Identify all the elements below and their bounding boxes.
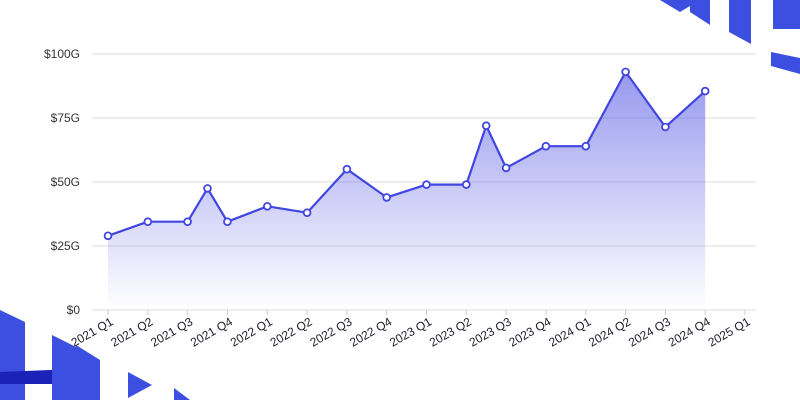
- data-point: [183, 217, 192, 227]
- data-point: [203, 184, 212, 193]
- y-tick-label: $25G: [51, 239, 80, 253]
- data-point: [541, 141, 551, 151]
- data-point: [223, 217, 232, 227]
- data-point: [700, 86, 710, 96]
- data-point: [621, 67, 630, 77]
- decor-shape: [76, 345, 100, 400]
- x-tick-label: 2023 Q1: [387, 314, 434, 349]
- data-point: [262, 202, 272, 211]
- data-point: [302, 208, 312, 218]
- data-point: [143, 217, 153, 227]
- decor-bottom-left: [0, 310, 190, 400]
- decor-shape: [174, 388, 190, 400]
- decor-shape: [771, 52, 800, 74]
- y-tick-label: $0: [67, 303, 81, 317]
- x-tick-label: 2022 Q1: [228, 314, 275, 349]
- x-tick-label: 2023 Q3: [467, 314, 514, 349]
- data-point: [581, 141, 591, 151]
- x-tick-label: 2025 Q1: [706, 314, 753, 349]
- x-tick-label: 2021 Q3: [148, 314, 195, 349]
- x-tick-label: 2023 Q4: [507, 314, 554, 349]
- y-tick-label: $50G: [51, 175, 80, 189]
- x-tick-label: 2022 Q4: [347, 314, 394, 349]
- x-tick-label: 2021 Q2: [108, 314, 155, 349]
- y-tick-label: $100G: [44, 47, 80, 61]
- series-area: [108, 71, 706, 311]
- decor-shape: [773, 0, 800, 29]
- x-tick-label: 2021 Q1: [69, 314, 116, 349]
- data-point: [481, 121, 491, 130]
- decor-shape: [690, 0, 710, 25]
- decor-shape: [729, 0, 751, 44]
- x-tick-label: 2022 Q2: [268, 314, 315, 349]
- data-point: [342, 164, 352, 174]
- data-point: [382, 193, 392, 202]
- x-tick-label: 2024 Q2: [586, 314, 633, 349]
- y-tick-label: $75G: [51, 111, 80, 125]
- x-tick-label: 2022 Q3: [307, 314, 354, 349]
- x-tick-label: 2024 Q1: [546, 314, 593, 349]
- decor-shape: [128, 372, 152, 398]
- data-point: [501, 163, 511, 173]
- series: [103, 67, 710, 311]
- x-tick-label: 2021 Q4: [188, 314, 235, 349]
- series-line: [107, 70, 706, 237]
- decor-shape: [52, 335, 76, 400]
- decor-top-right: [660, 0, 800, 74]
- x-tick-label: 2024 Q4: [666, 314, 713, 349]
- data-point: [422, 180, 431, 189]
- x-tick-label: 2023 Q2: [427, 314, 474, 349]
- data-point: [103, 231, 113, 241]
- data-point: [661, 122, 670, 132]
- decor-shape: [0, 310, 25, 400]
- y-axis: $0 $25G $50G $75G $100G: [44, 47, 80, 317]
- data-point: [461, 180, 471, 189]
- x-tick-label: 2024 Q3: [626, 314, 673, 349]
